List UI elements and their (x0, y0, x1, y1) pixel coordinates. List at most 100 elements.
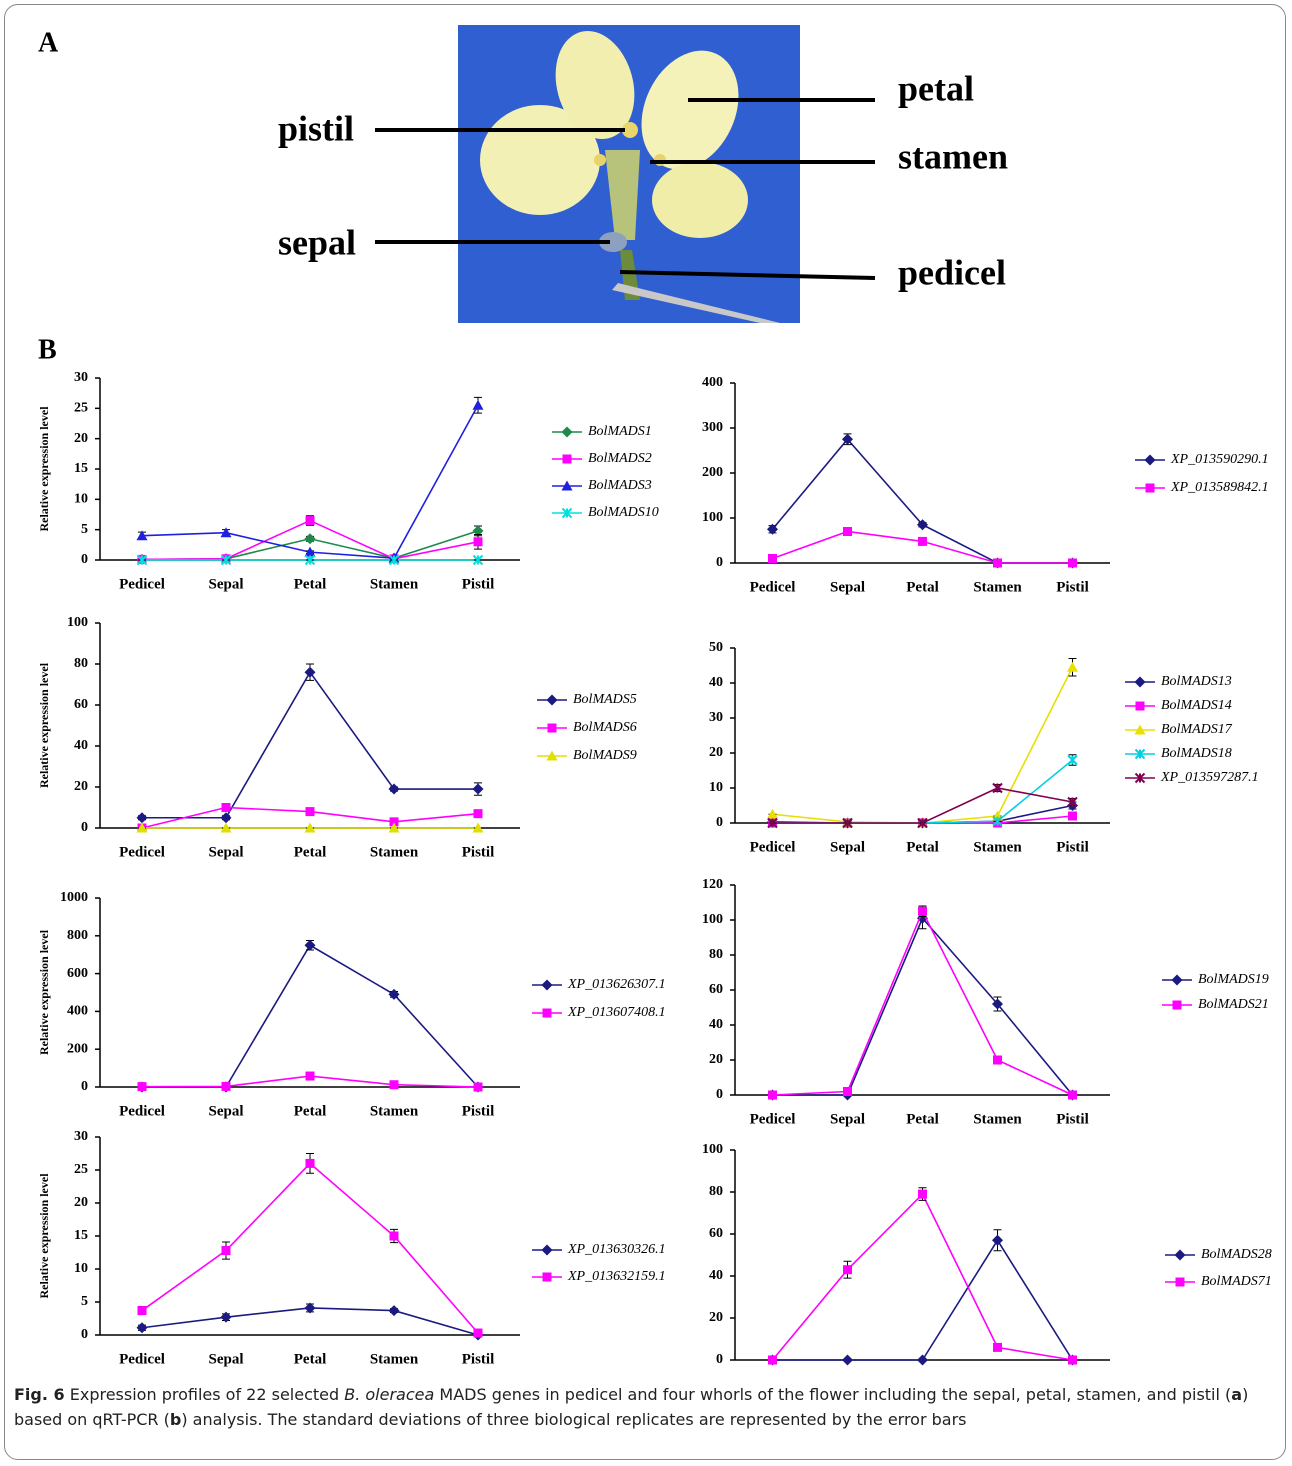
x-tick-label: Pedicel (750, 839, 796, 855)
y-tick-label: 60 (74, 697, 88, 712)
legend-marker (542, 1245, 553, 1256)
y-tick-label: 0 (81, 820, 88, 835)
marker (305, 667, 316, 678)
marker (1068, 1356, 1077, 1365)
y-tick-label: 50 (709, 640, 723, 655)
y-tick-label: 0 (716, 1087, 723, 1102)
legend-marker (1135, 677, 1146, 688)
y-tick-label: 30 (74, 1129, 88, 1144)
y-tick-label: 100 (702, 1142, 723, 1157)
y-tick-label: 5 (81, 1294, 88, 1309)
x-tick-label: Stamen (370, 1351, 419, 1367)
y-tick-label: 25 (74, 401, 88, 416)
caption: Fig. 6 Expression profiles of 22 selecte… (14, 1382, 1276, 1432)
legend-marker (1136, 702, 1145, 711)
marker (917, 1355, 928, 1366)
chart: 0100200300400PedicelSepalPetalStamenPist… (702, 375, 1269, 595)
series-line (773, 667, 1073, 823)
y-tick-label: 1000 (60, 890, 88, 905)
marker (474, 1083, 483, 1092)
y-tick-label: 20 (74, 779, 88, 794)
marker (390, 1080, 399, 1089)
caption-label: Fig. 6 (14, 1385, 65, 1404)
y-tick-label: 20 (709, 1052, 723, 1067)
marker (1068, 756, 1077, 765)
marker (474, 809, 483, 818)
legend-marker (543, 1009, 552, 1018)
legend-label: BolMADS9 (573, 748, 637, 763)
x-tick-label: Pistil (462, 1103, 495, 1119)
series-line (773, 532, 1073, 564)
marker (306, 516, 315, 525)
series-line (773, 760, 1073, 823)
marker (1067, 662, 1078, 672)
figure: A pistil petal stamen sepal pedicel B 05… (0, 0, 1292, 1466)
y-tick-label: 800 (67, 928, 88, 943)
figure-graphics: A pistil petal stamen sepal pedicel B 05… (0, 0, 1292, 1375)
legend-marker (562, 427, 573, 438)
y-tick-label: 30 (709, 710, 723, 725)
caption-species: B. oleracea (344, 1385, 434, 1404)
marker (221, 1312, 232, 1323)
y-tick-label: 0 (716, 555, 723, 570)
x-tick-label: Pistil (462, 576, 495, 592)
marker (843, 1265, 852, 1274)
y-tick-label: 40 (709, 675, 723, 690)
legend-label: XP_013607408.1 (567, 1005, 666, 1020)
y-tick-label: 60 (709, 982, 723, 997)
series-line (773, 1194, 1073, 1360)
y-tick-label: 200 (67, 1041, 88, 1056)
marker (306, 807, 315, 816)
y-tick-label: 0 (81, 1327, 88, 1342)
legend-label: BolMADS5 (573, 692, 637, 707)
x-tick-label: Pedicel (119, 1103, 165, 1119)
marker (137, 1322, 148, 1333)
legend-marker (1145, 455, 1156, 466)
y-tick-label: 80 (74, 656, 88, 671)
y-axis-label: Relative expression level (37, 406, 51, 532)
marker (1068, 1091, 1077, 1100)
y-axis-label: Relative expression level (37, 1173, 51, 1299)
y-tick-label: 5 (81, 522, 88, 537)
marker (918, 907, 927, 916)
x-tick-label: Pedicel (119, 1351, 165, 1367)
y-tick-label: 100 (67, 615, 88, 630)
x-tick-label: Sepal (830, 1111, 865, 1127)
x-tick-label: Petal (906, 1111, 938, 1127)
legend-marker (563, 455, 572, 464)
marker (474, 537, 483, 546)
marker (992, 1235, 1003, 1246)
legend-label: XP_013590290.1 (1170, 452, 1269, 467)
y-tick-label: 40 (709, 1017, 723, 1032)
y-tick-label: 20 (74, 1195, 88, 1210)
legend-marker (1175, 1250, 1186, 1261)
legend-marker (1172, 975, 1183, 986)
y-tick-label: 60 (709, 1226, 723, 1241)
series-line (773, 918, 1073, 1095)
legend-label: BolMADS13 (1161, 674, 1232, 689)
y-tick-label: 10 (74, 1261, 88, 1276)
y-tick-label: 20 (74, 431, 88, 446)
legend-label: XP_013589842.1 (1170, 480, 1269, 495)
marker (306, 1072, 315, 1081)
x-tick-label: Stamen (973, 839, 1022, 855)
y-tick-label: 15 (74, 461, 88, 476)
marker (918, 1190, 927, 1199)
chart: 051015202530PedicelSepalPetalStamenPisti… (37, 370, 659, 592)
legend-label: BolMADS19 (1198, 972, 1269, 987)
chart: 020406080100120PedicelSepalPetalStamenPi… (702, 877, 1269, 1127)
marker (390, 1232, 399, 1241)
legend-label: XP_013626307.1 (567, 977, 666, 992)
photo-label: petal (898, 68, 974, 108)
marker (993, 1343, 1002, 1352)
y-tick-label: 80 (709, 1184, 723, 1199)
legend-label: BolMADS18 (1161, 746, 1232, 761)
x-tick-label: Petal (294, 576, 326, 592)
photo-label: sepal (278, 222, 356, 262)
x-tick-label: Sepal (830, 579, 865, 595)
marker (389, 784, 400, 795)
y-axis-label: Relative expression level (37, 929, 51, 1055)
marker (768, 1356, 777, 1365)
x-tick-label: Pistil (1056, 1111, 1089, 1127)
